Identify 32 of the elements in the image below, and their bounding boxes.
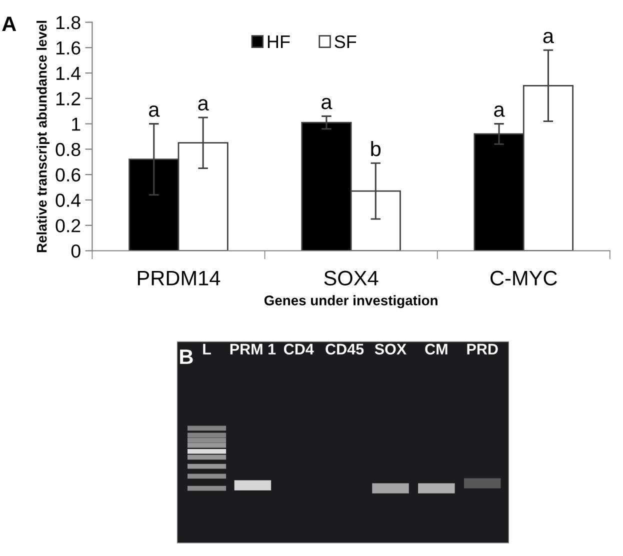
x-tick-label: C-MYC	[490, 270, 557, 286]
category-label: CD4	[284, 344, 314, 355]
x-tick-label: PRDM14	[138, 270, 220, 286]
legend-label: HF	[268, 36, 290, 48]
y-tick-label: 1	[72, 118, 80, 131]
category-label: L	[203, 344, 211, 354]
data-label: a	[494, 105, 505, 117]
y-tick-label: 1.6	[56, 41, 80, 55]
x-tick-label: SOX4	[324, 270, 378, 286]
category-label: CD45	[326, 344, 364, 355]
y-tick-label: 0.6	[56, 168, 80, 182]
category-label: SOX	[374, 344, 406, 355]
text: B	[180, 350, 193, 364]
category-label: PRM 1	[230, 344, 276, 354]
data-label: a	[322, 98, 332, 110]
y-tick-label: 1.8	[56, 16, 80, 30]
y-tick-label: 0	[71, 244, 80, 258]
y-axis-title: Relative transcript abundance level	[36, 20, 50, 252]
y-tick-label: 0.2	[56, 219, 80, 232]
data-label: a	[198, 99, 209, 111]
legend-label: SF	[334, 35, 356, 48]
y-tick-label: 1.2	[56, 92, 80, 106]
category-label: PRD	[467, 344, 498, 354]
chart-title: A	[2, 16, 16, 32]
y-tick-label: 0.8	[56, 142, 80, 156]
data-label: a	[148, 105, 160, 117]
x-axis-title: Genes under investigation	[264, 295, 438, 308]
y-tick-label: 0.4	[56, 194, 81, 207]
data-label: b	[371, 140, 381, 156]
data-label: a	[543, 32, 554, 44]
category-label: CM	[425, 344, 448, 355]
y-tick-label: 1.4	[56, 66, 81, 80]
